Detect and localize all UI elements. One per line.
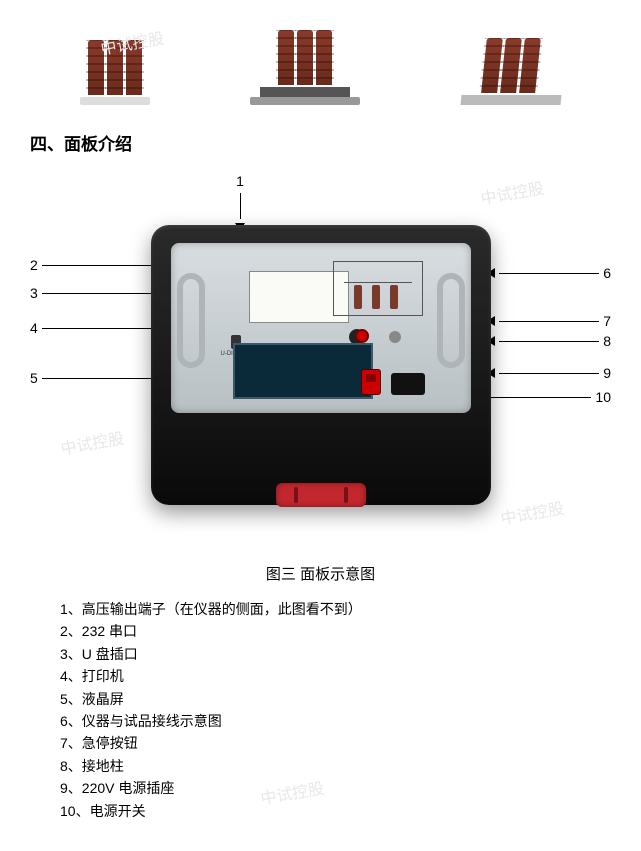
callout-num: 1 — [236, 173, 244, 189]
callout-1: 1 — [235, 173, 245, 231]
legend-item: 9、220V 电源插座 — [60, 777, 641, 799]
ground-terminal — [389, 331, 401, 343]
callout-8: 8 — [487, 333, 611, 349]
power-socket — [391, 373, 425, 395]
legend-item: 4、打印机 — [60, 665, 641, 687]
callout-num: 4 — [30, 320, 38, 336]
carry-handle-front — [276, 483, 366, 507]
legend-list: 1、高压输出端子（在仪器的侧面，此图看不到） 2、232 串口 3、U 盘插口 … — [0, 598, 641, 822]
callout-9: 9 — [487, 365, 611, 381]
emergency-stop-button — [355, 329, 369, 343]
panel-diagram-figure: 1 2 3 4 5 6 7 8 9 10 — [20, 165, 621, 545]
callout-6: 6 — [487, 265, 611, 281]
legend-item: 7、急停按钮 — [60, 732, 641, 754]
product-thumb-1 — [80, 40, 150, 105]
section-title: 四、面板介绍 — [0, 110, 641, 165]
callout-4: 4 — [30, 320, 164, 336]
device-case: U-DISK RS232 — [151, 225, 491, 505]
product-thumb-3 — [461, 38, 561, 105]
callout-num: 7 — [603, 313, 611, 329]
legend-item: 3、U 盘插口 — [60, 643, 641, 665]
callout-num: 10 — [595, 389, 611, 405]
callout-num: 9 — [603, 365, 611, 381]
callout-num: 3 — [30, 285, 38, 301]
callout-5: 5 — [30, 370, 164, 386]
callout-3: 3 — [30, 285, 164, 301]
lcd-screen — [233, 343, 373, 399]
callout-7: 7 — [487, 313, 611, 329]
legend-item: 10、电源开关 — [60, 800, 641, 822]
power-switch — [361, 369, 381, 395]
device-panel: U-DISK RS232 — [171, 243, 471, 413]
legend-item: 1、高压输出端子（在仪器的侧面，此图看不到） — [60, 598, 641, 620]
callout-num: 2 — [30, 257, 38, 273]
figure-caption: 图三 面板示意图 — [0, 545, 641, 598]
legend-item: 6、仪器与试品接线示意图 — [60, 710, 641, 732]
callout-num: 6 — [603, 265, 611, 281]
product-thumbnails-row — [0, 0, 641, 110]
legend-item: 5、液晶屏 — [60, 688, 641, 710]
callout-num: 5 — [30, 370, 38, 386]
legend-item: 8、接地柱 — [60, 755, 641, 777]
carry-handle-right — [437, 273, 465, 368]
carry-handle-left — [177, 273, 205, 368]
callout-2: 2 — [30, 257, 164, 273]
wiring-diagram — [333, 261, 423, 316]
product-thumb-2 — [250, 30, 360, 105]
instrument-device: U-DISK RS232 — [151, 225, 491, 505]
callout-num: 8 — [603, 333, 611, 349]
callout-10: 10 — [479, 389, 611, 405]
legend-item: 2、232 串口 — [60, 620, 641, 642]
